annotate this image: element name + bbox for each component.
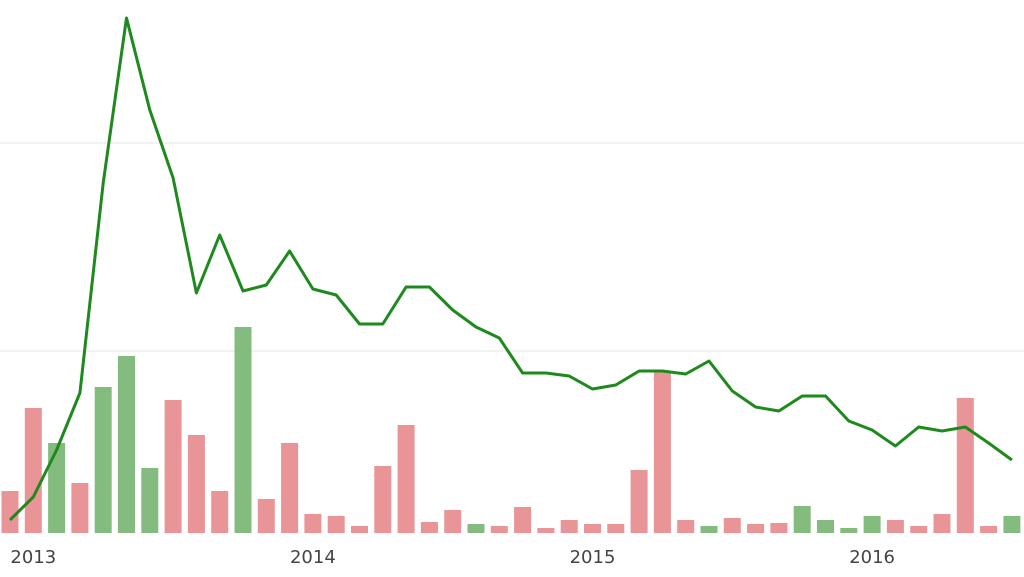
bar	[420, 522, 438, 533]
bar	[24, 408, 42, 533]
bar	[94, 387, 112, 533]
bar	[840, 528, 858, 533]
bar	[71, 483, 89, 533]
bar	[281, 443, 299, 533]
bar	[723, 518, 741, 533]
bar	[304, 514, 322, 533]
line	[8, 16, 1013, 522]
bar	[490, 526, 508, 533]
bar	[187, 435, 205, 533]
bar	[980, 526, 998, 533]
bar	[257, 499, 275, 533]
bar	[164, 400, 182, 533]
bar	[793, 506, 811, 533]
bar	[677, 520, 695, 533]
bar	[467, 524, 485, 533]
bar	[234, 327, 252, 533]
bar	[584, 524, 601, 533]
bar	[630, 470, 648, 533]
bar	[141, 468, 159, 533]
bar	[747, 524, 765, 533]
bar	[211, 491, 229, 533]
x-tick-label: 2015	[570, 547, 616, 568]
bar	[886, 520, 904, 533]
bar	[327, 516, 345, 533]
bar	[374, 466, 392, 533]
bar	[537, 528, 555, 533]
bar	[351, 526, 368, 533]
bar	[817, 520, 834, 533]
x-tick-label: 2013	[10, 547, 56, 568]
bar	[1, 491, 19, 533]
bar	[933, 514, 951, 533]
x-tick-label: 2016	[849, 547, 895, 568]
bar	[770, 523, 788, 533]
bar	[700, 526, 718, 533]
bar	[607, 524, 625, 533]
bar	[560, 520, 578, 533]
bar	[956, 398, 974, 533]
bar	[514, 507, 532, 533]
bar	[397, 425, 415, 533]
bar	[863, 516, 881, 533]
bar	[48, 443, 66, 533]
bar	[118, 356, 135, 533]
bar	[910, 526, 928, 533]
bar	[653, 372, 671, 533]
bar	[1003, 516, 1021, 533]
x-tick-label: 2014	[290, 547, 336, 568]
bar	[444, 510, 462, 533]
